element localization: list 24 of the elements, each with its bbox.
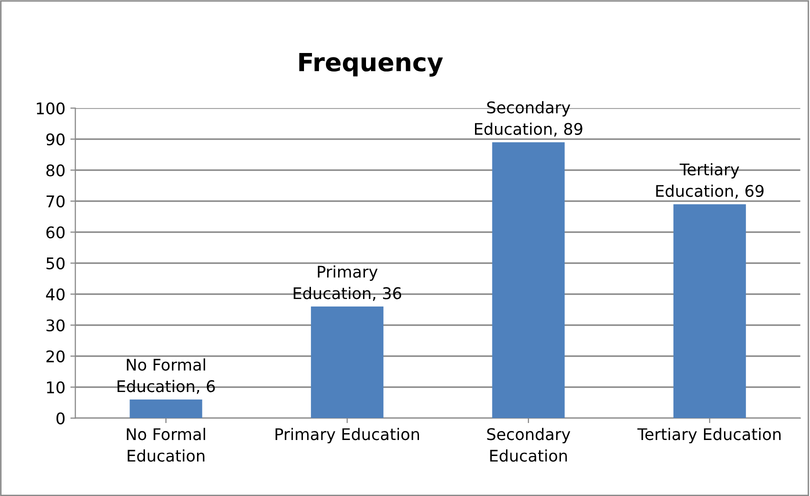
x-tick-label: Secondary Education	[487, 428, 570, 462]
bar	[130, 400, 202, 418]
y-tick-label: 20	[46, 350, 65, 362]
y-tick-label: 90	[46, 133, 65, 146]
x-tick-label: Primary Education	[276, 428, 419, 444]
data-label: Tertiary Education, 69	[656, 163, 764, 199]
data-label: No Formal Education, 6	[118, 358, 215, 394]
y-tick-label: 80	[46, 164, 65, 176]
data-label: Secondary Education, 89	[474, 101, 582, 137]
bar	[492, 142, 565, 418]
bar	[673, 204, 746, 418]
x-tick-label: Tertiary Education	[637, 428, 781, 444]
y-tick-label: 30	[46, 319, 65, 332]
x-tick-label: No Formal Education	[126, 428, 206, 462]
y-tick-label: 0	[56, 412, 65, 424]
y-tick-label: 100	[36, 102, 65, 114]
y-tick-label: 60	[46, 226, 65, 238]
y-tick-label: 10	[47, 381, 65, 394]
y-tick-label: 50	[46, 257, 65, 270]
bar	[310, 306, 384, 418]
y-tick-label: 40	[46, 288, 65, 300]
chart-title: Frequency	[299, 52, 443, 77]
data-label: Primary Education, 36	[294, 265, 402, 301]
y-tick-label: 70	[46, 195, 65, 208]
